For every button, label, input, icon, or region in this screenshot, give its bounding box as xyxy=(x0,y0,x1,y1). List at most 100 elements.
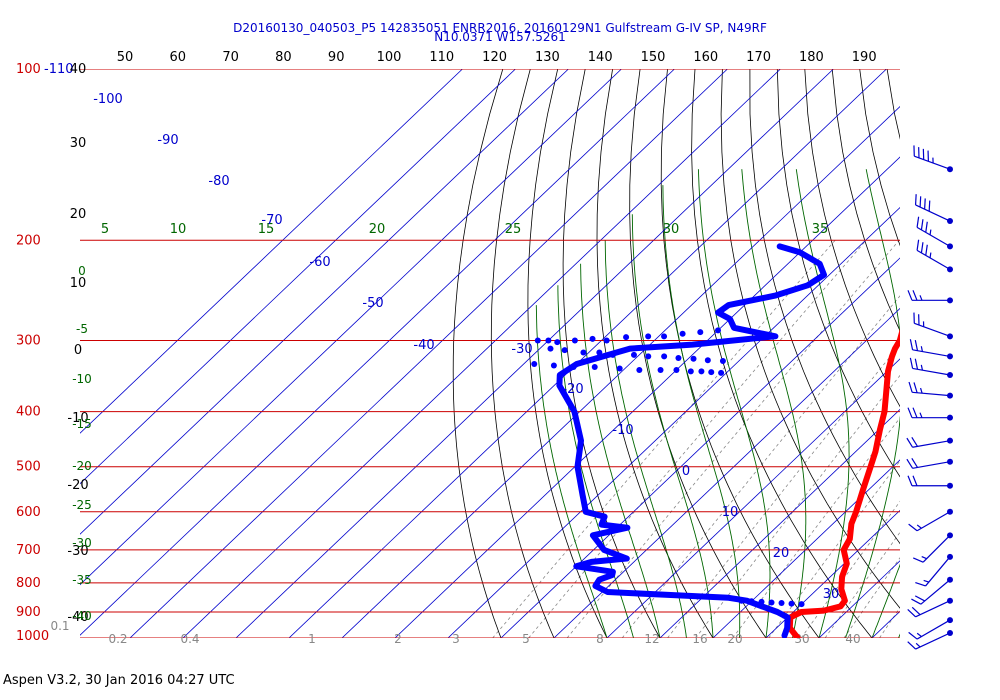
wind-barb xyxy=(909,357,953,379)
wind-barb-staff xyxy=(914,155,951,170)
wind-barb-half xyxy=(921,555,927,560)
pressure-label: 200 xyxy=(16,233,41,248)
dewpoint-point xyxy=(534,337,541,344)
wind-barb-half xyxy=(923,579,929,583)
left-temp-label: -30 xyxy=(67,544,88,559)
wind-barb xyxy=(912,532,953,563)
wind-barb xyxy=(914,194,953,225)
top-axis-label: 170 xyxy=(746,50,771,65)
mixing-ratio-label: 20 xyxy=(727,632,742,646)
dewpoint-point xyxy=(561,347,568,354)
wind-barb-station xyxy=(947,353,953,360)
dewpoint-point xyxy=(591,364,598,371)
isotherm-label: -80 xyxy=(208,174,229,189)
wind-barb-half xyxy=(929,252,932,258)
wind-barb-staff xyxy=(912,391,951,397)
wind-barb-half xyxy=(916,632,922,638)
wind-barb-staff xyxy=(912,440,951,448)
wind-barb-flag xyxy=(909,357,914,369)
mixing-ratio-line xyxy=(732,417,900,638)
wind-barb-flag xyxy=(908,523,918,532)
dewpoint-point xyxy=(698,368,705,375)
dewpoint-point xyxy=(623,334,630,341)
dewpoint-point xyxy=(596,349,603,356)
moist-top-label: 5 xyxy=(101,222,109,237)
dewpoint-profile xyxy=(556,243,827,638)
dewpoint-point xyxy=(748,598,755,605)
isotherm-label: 10 xyxy=(722,505,739,520)
wind-barb-flag xyxy=(919,196,922,208)
top-axis-label: 90 xyxy=(328,50,345,65)
wind-barb-flag xyxy=(914,340,919,351)
moist-left-label: 0 xyxy=(78,264,86,278)
isotherm xyxy=(553,307,900,638)
wind-barb-station xyxy=(947,482,953,489)
left-temp-label: 10 xyxy=(70,276,87,291)
dewpoint-point xyxy=(645,353,652,360)
wind-barb xyxy=(908,381,953,399)
isotherm-label: -70 xyxy=(261,213,282,228)
isotherm xyxy=(80,69,622,586)
dry-adiabat xyxy=(886,69,900,140)
wind-barb-station xyxy=(947,414,953,421)
wind-barbs xyxy=(906,145,953,650)
mixing-ratio-label: 16 xyxy=(692,632,707,646)
wind-barb-half xyxy=(916,524,922,529)
pressure-label: 500 xyxy=(16,460,41,475)
left-temp-label: 20 xyxy=(70,207,87,222)
mixing-ratio-line xyxy=(695,374,900,638)
pressure-label: 100 xyxy=(16,62,41,77)
wind-barb xyxy=(911,576,953,605)
wind-barb-flag xyxy=(907,641,916,650)
dry-adiabat xyxy=(776,69,900,478)
moist-left-label: -5 xyxy=(76,322,88,336)
chart-title: D20160130_040503_P5 142835051 ENRR2016, … xyxy=(233,21,767,35)
wind-barb-station xyxy=(947,392,953,399)
mixing-ratio-label: 5 xyxy=(522,632,530,646)
dewpoint-point xyxy=(679,330,686,337)
mixing-ratio-label: 2 xyxy=(394,632,402,646)
isotherm-label: -100 xyxy=(93,92,123,107)
dewpoint-point xyxy=(714,327,721,334)
wind-barb-flag xyxy=(925,244,928,256)
wind-barb-flag xyxy=(911,436,919,447)
mixing-ratio-line xyxy=(843,557,900,638)
isotherm xyxy=(80,69,516,485)
mixing-ratio-label: 8 xyxy=(596,632,604,646)
wind-barb-station xyxy=(947,630,953,637)
isotherm xyxy=(235,69,834,638)
dewpoint-point xyxy=(704,357,711,364)
wind-barb-flag xyxy=(907,475,913,486)
dewpoint-point xyxy=(758,598,765,605)
dewpoint-point xyxy=(554,339,561,346)
moist-left-label: -15 xyxy=(72,417,92,431)
wind-barb-flag xyxy=(906,437,914,448)
wind-barb xyxy=(908,508,953,532)
wind-barb-flag xyxy=(911,598,922,605)
wind-barb-half xyxy=(919,412,923,418)
temperature-point xyxy=(964,166,970,172)
wind-barb-flag xyxy=(907,290,913,301)
moist-top-label: 30 xyxy=(663,222,680,237)
moist-adiabat xyxy=(580,263,661,638)
dewpoint-point xyxy=(589,335,596,342)
wind-barb xyxy=(913,145,953,173)
wind-barb-flag xyxy=(908,381,913,393)
top-axis-label: 50 xyxy=(117,50,134,65)
wind-barb-flag xyxy=(928,200,931,212)
isotherm xyxy=(712,459,900,638)
top-axis-label: 70 xyxy=(222,50,239,65)
dewpoint-point xyxy=(570,364,577,371)
wind-barb-flag xyxy=(915,581,926,587)
isotherm xyxy=(978,69,1000,638)
dry-adiabat xyxy=(942,69,1000,638)
isotherm-label: 20 xyxy=(773,546,790,561)
isotherm xyxy=(182,69,781,638)
wind-barb-flag xyxy=(916,216,920,228)
top-axis-label: 80 xyxy=(275,50,292,65)
wind-barb-half xyxy=(929,229,932,235)
mixing-ratio-line xyxy=(621,295,900,638)
wind-barb xyxy=(915,553,953,587)
wind-barb xyxy=(907,630,953,650)
